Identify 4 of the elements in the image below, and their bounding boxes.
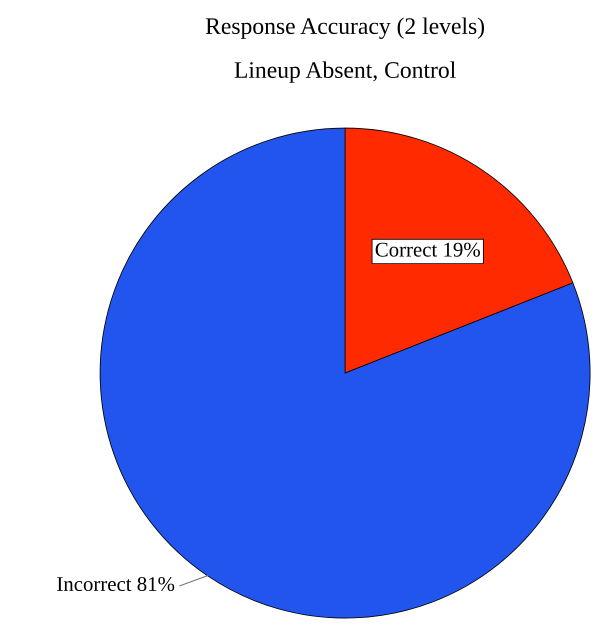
slice-label: Incorrect 81%	[57, 576, 174, 592]
slice-label: Correct 19%	[376, 242, 480, 257]
chart-title: Response Accuracy (2 levels)	[206, 17, 484, 39]
chart-subtitle: Lineup Absent, Control	[234, 61, 456, 83]
